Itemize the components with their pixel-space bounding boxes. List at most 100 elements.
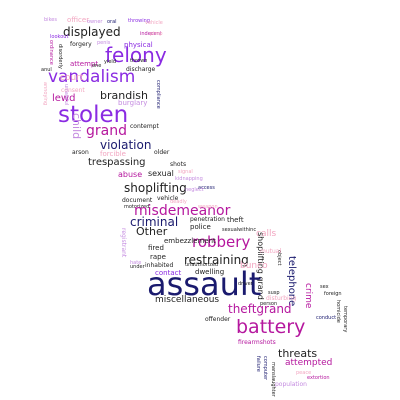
cloud-word: lookout (50, 34, 69, 40)
cloud-word: shots (170, 161, 187, 168)
cloud-word: weapon (198, 204, 218, 210)
cloud-word: trespassing (88, 157, 146, 168)
cloud-word: registrant (120, 228, 127, 258)
cloud-word: manslaughter (270, 362, 276, 397)
cloud-word: sexual (148, 169, 174, 178)
cloud-word: document (122, 197, 153, 204)
cloud-word: lewd (52, 93, 76, 104)
cloud-word: restraining (184, 253, 249, 267)
cloud-word: rape (150, 253, 166, 261)
cloud-word: mutual (260, 248, 282, 255)
cloud-word: embezzlement (164, 237, 216, 245)
cloud-word: object (276, 250, 282, 266)
cloud-word: failure (255, 356, 261, 372)
cloud-word: conduct (316, 315, 337, 321)
cloud-word: robbery (192, 233, 251, 251)
cloud-word: temporary (342, 306, 348, 333)
cloud-word: hate (130, 260, 142, 266)
cloud-word: fired (148, 244, 164, 252)
cloud-word: motorized (124, 204, 150, 210)
cloud-word: inhabited (145, 262, 174, 269)
cloud-word: penetration (190, 216, 225, 223)
cloud-word: oral (107, 19, 117, 25)
cloud-word: contact (155, 269, 182, 277)
cloud-word: yield (104, 59, 116, 65)
cloud-word: computer (262, 356, 268, 381)
cloud-word: abuse (118, 170, 143, 179)
cloud-word: felony (105, 43, 167, 67)
cloud-word: pimp (150, 31, 163, 37)
cloud-word: foreign (324, 291, 342, 297)
cloud-word: population (275, 381, 307, 388)
cloud-word: sex (320, 284, 329, 290)
cloud-word: extortion (307, 375, 330, 381)
cloud-word: ordinance (48, 40, 54, 65)
cloud-word: theft (227, 216, 244, 224)
cloud-word: child (70, 113, 83, 140)
cloud-word: homicide (335, 300, 341, 323)
cloud-word: criminal (130, 215, 179, 229)
cloud-word: kidnapping (175, 176, 203, 182)
cloud-word: calls (256, 229, 277, 239)
cloud-word: offender (205, 316, 231, 323)
cloud-word: shoplifting grand (256, 232, 265, 300)
cloud-word: one (92, 63, 102, 69)
cloud-word: neglect (185, 187, 204, 193)
cloud-word: access (198, 185, 215, 191)
cloud-word: discharge (126, 66, 156, 73)
cloud-word: owner (87, 19, 103, 25)
cloud-word: court (60, 73, 84, 83)
cloud-word: miscellaneous (155, 295, 220, 305)
cloud-word: vehicle (145, 20, 163, 26)
cloud-word: contempt (130, 123, 159, 130)
cloud-word: physical (124, 41, 153, 49)
cloud-word: attempted (285, 358, 333, 368)
cloud-word: brandish (100, 89, 148, 102)
cloud-word: vehicle (157, 195, 179, 202)
cloud-word: indecent (140, 31, 162, 37)
cloud-word: attempt (70, 60, 99, 68)
cloud-word: shoplifting (124, 181, 187, 195)
cloud-word: disturbing (266, 295, 297, 302)
cloud-word: peace (296, 370, 312, 376)
cloud-word: penis (97, 40, 111, 46)
cloud-word: burglary (118, 99, 148, 107)
cloud-word: arson (72, 149, 89, 156)
cloud-word: assault (147, 265, 262, 303)
cloud-word: grand (86, 123, 127, 139)
cloud-word: consent (61, 87, 85, 94)
cloud-word: misdemeanor (134, 203, 231, 219)
cloud-word: police (190, 223, 211, 231)
cloud-word: sexualwithinc (222, 227, 257, 233)
cloud-word: forcible (100, 150, 126, 158)
cloud-word: unlawful (63, 84, 69, 106)
cloud-word: thrown (130, 58, 148, 64)
cloud-word: driver (238, 281, 253, 287)
cloud-word: forgery (70, 41, 92, 48)
cloud-word: deadly (170, 199, 187, 205)
cloud-word: compliance (155, 80, 161, 109)
cloud-word: violation (100, 138, 152, 152)
cloud-word: disorderly (57, 44, 63, 69)
cloud-word: theftgrand (228, 302, 292, 316)
cloud-word: unauthorized (185, 262, 219, 268)
cloud-word: annoying (42, 82, 48, 106)
cloud-word: battery (236, 316, 306, 338)
cloud-word: Other (136, 225, 168, 238)
cloud-word: threats (278, 347, 318, 360)
cloud-word: susp (268, 290, 280, 296)
cloud-word: person (260, 301, 278, 307)
cloud-word: throwing (128, 18, 150, 24)
cloud-word: anul (41, 67, 52, 73)
cloud-word: under (130, 264, 145, 270)
cloud-word: officer (67, 16, 90, 24)
cloud-word: crime (303, 283, 313, 309)
cloud-word: signal (178, 169, 193, 175)
cloud-word: telephone (286, 256, 297, 307)
cloud-word: older (154, 149, 170, 156)
cloud-word: vandalism (48, 67, 136, 87)
cloud-word: firearmshots (238, 339, 276, 346)
cloud-word: displayed (63, 25, 121, 39)
cloud-word: stolen (58, 102, 129, 128)
